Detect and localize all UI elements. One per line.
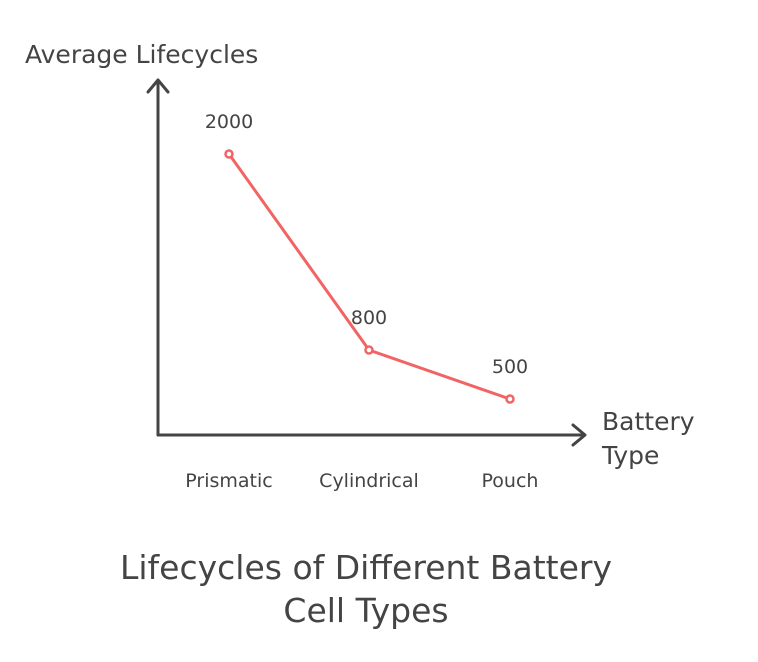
y-axis-arrow — [146, 78, 170, 94]
x-tick-label: Pouch — [482, 470, 539, 492]
chart-title: Lifecycles of Different Battery Cell Type… — [120, 548, 612, 630]
data-point — [224, 149, 234, 159]
x-tick-label: Prismatic — [185, 470, 272, 492]
data-label: 800 — [351, 307, 387, 329]
x-axis-arrow — [571, 423, 587, 447]
series-line — [227, 153, 511, 401]
data-point — [364, 345, 374, 355]
y-axis-label: Average Lifecycles — [25, 40, 258, 69]
data-label: 2000 — [205, 111, 253, 133]
x-tick-label: Cylindrical — [319, 470, 419, 492]
x-axis-label: Battery Type — [601, 407, 695, 470]
data-label: 500 — [492, 356, 528, 378]
data-point — [505, 394, 515, 404]
